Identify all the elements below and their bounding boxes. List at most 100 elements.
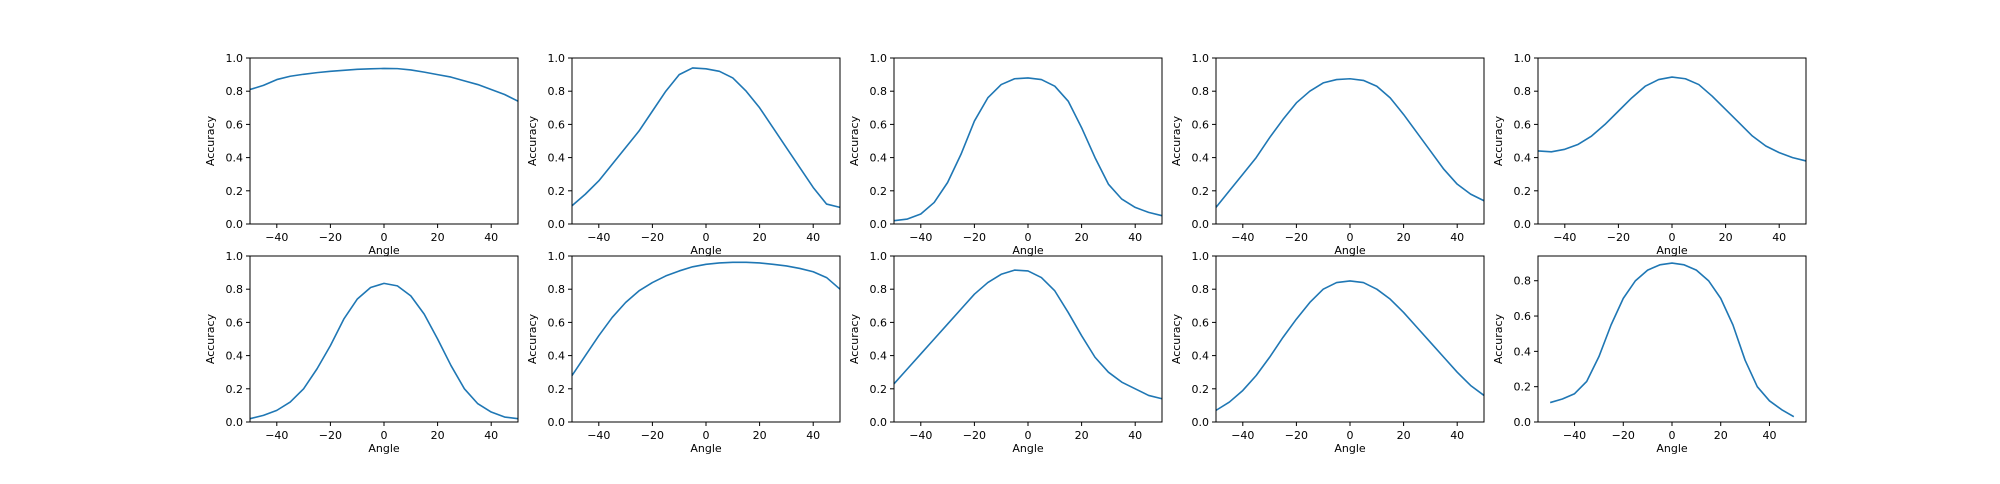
- y-tick-label: 0.0: [1192, 218, 1210, 231]
- y-tick-label: 1.0: [870, 52, 888, 65]
- series-line: [1549, 262, 1795, 418]
- y-tick-label: 0.2: [1192, 383, 1210, 396]
- series-line: [571, 67, 841, 209]
- y-tick-label: 0.8: [226, 85, 244, 98]
- x-tick-label: 20: [1397, 429, 1411, 442]
- x-tick-label: −40: [909, 429, 932, 442]
- x-tick-label: −40: [265, 429, 288, 442]
- subplot-2: −40 −20 0 20 40 0.0 0.2 0.4 0.6 0.8 1.0 Angle Accura…: [526, 52, 841, 257]
- y-tick-label: 0.2: [1514, 381, 1532, 394]
- x-tick-label: 20: [431, 231, 445, 244]
- x-axis-label: Angle: [1012, 442, 1044, 455]
- x-axis-label: Angle: [1656, 244, 1688, 257]
- subplot-6: −40 −20 0 20 40 0.0 0.2 0.4 0.6 0.8 1.0 Angle Accura…: [204, 250, 519, 455]
- y-tick-label: 0.8: [1192, 85, 1210, 98]
- x-tick-label: −40: [1231, 429, 1254, 442]
- y-tick-label: 0.4: [548, 350, 566, 363]
- x-tick-label: −40: [265, 231, 288, 244]
- x-tick-label: 20: [753, 231, 767, 244]
- y-tick-label: 0.0: [870, 416, 888, 429]
- x-tick-label: 0: [1669, 231, 1676, 244]
- y-tick-label: 0.2: [226, 383, 244, 396]
- x-tick-label: 40: [1128, 231, 1142, 244]
- y-tick-label: 0.2: [1192, 185, 1210, 198]
- x-tick-label: 20: [1075, 429, 1089, 442]
- y-tick-label: 0.8: [1514, 275, 1532, 288]
- y-tick-label: 0.4: [1192, 152, 1210, 165]
- y-tick-label: 0.6: [1514, 118, 1532, 131]
- y-axis-label: Accuracy: [1170, 313, 1183, 364]
- subplot-8: −40 −20 0 20 40 0.0 0.2 0.4 0.6 0.8 1.0 Angle Accura…: [848, 250, 1163, 455]
- x-tick-label: −40: [587, 429, 610, 442]
- x-tick-label: 0: [1347, 231, 1354, 244]
- y-tick-label: 0.6: [870, 118, 888, 131]
- series-line: [893, 77, 1163, 222]
- subplot-7: −40 −20 0 20 40 0.0 0.2 0.4 0.6 0.8 1.0 Angle Accura…: [526, 250, 841, 455]
- y-tick-label: 0.2: [548, 383, 566, 396]
- y-axis-label: Accuracy: [848, 313, 861, 364]
- y-tick-label: 1.0: [870, 250, 888, 263]
- y-tick-label: 0.8: [870, 283, 888, 296]
- x-axis-label: Angle: [1334, 244, 1366, 257]
- x-tick-label: 20: [431, 429, 445, 442]
- x-tick-label: 0: [381, 231, 388, 244]
- y-tick-label: 0.0: [226, 416, 244, 429]
- x-tick-label: −20: [963, 231, 986, 244]
- x-axis-label: Angle: [1656, 442, 1688, 455]
- axes-frame: [1537, 255, 1807, 423]
- axes-frame: [1215, 255, 1485, 423]
- y-tick-label: 0.4: [870, 152, 888, 165]
- y-tick-label: 0.4: [226, 152, 244, 165]
- subplot-3: −40 −20 0 20 40 0.0 0.2 0.4 0.6 0.8 1.0 Angle Accura…: [848, 52, 1163, 257]
- y-tick-label: 0.6: [1192, 118, 1210, 131]
- axes-frame: [893, 255, 1163, 423]
- axes-frame: [249, 57, 519, 225]
- axes-frame: [1215, 57, 1485, 225]
- y-axis-label: Accuracy: [1492, 115, 1505, 166]
- axes-frame: [893, 57, 1163, 225]
- y-tick-label: 0.4: [870, 350, 888, 363]
- x-tick-label: −40: [1231, 231, 1254, 244]
- series-line: [249, 282, 519, 420]
- y-axis-label: Accuracy: [204, 115, 217, 166]
- y-tick-label: 1.0: [1192, 250, 1210, 263]
- x-tick-label: 20: [1719, 231, 1733, 244]
- x-tick-label: 40: [1450, 429, 1464, 442]
- x-tick-label: 0: [1025, 231, 1032, 244]
- x-tick-label: −40: [909, 231, 932, 244]
- x-tick-label: 40: [1450, 231, 1464, 244]
- x-tick-label: 0: [381, 429, 388, 442]
- y-tick-label: 0.8: [1192, 283, 1210, 296]
- y-tick-label: 0.6: [1514, 310, 1532, 323]
- y-tick-label: 0.4: [548, 152, 566, 165]
- y-tick-label: 1.0: [548, 250, 566, 263]
- x-axis-label: Angle: [1012, 244, 1044, 257]
- axes-frame: [249, 255, 519, 423]
- x-tick-label: −40: [587, 231, 610, 244]
- x-axis-label: Angle: [1334, 442, 1366, 455]
- x-tick-label: −20: [319, 429, 342, 442]
- y-tick-label: 0.6: [1192, 316, 1210, 329]
- series-line: [1215, 77, 1485, 208]
- y-tick-label: 0.0: [1514, 416, 1532, 429]
- y-tick-label: 0.4: [1192, 350, 1210, 363]
- subplot-5: −40 −20 0 20 40 0.0 0.2 0.4 0.6 0.8 1.0 Angle Accura…: [1492, 52, 1807, 257]
- x-tick-label: −20: [1285, 231, 1308, 244]
- y-tick-label: 0.8: [1514, 85, 1532, 98]
- x-tick-label: 0: [1025, 429, 1032, 442]
- x-tick-label: 0: [703, 429, 710, 442]
- y-tick-label: 0.0: [870, 218, 888, 231]
- x-tick-label: −20: [1607, 231, 1630, 244]
- x-axis-label: Angle: [368, 244, 400, 257]
- subplot-1: −40 −20 0 20 40 0.0 0.2 0.4 0.6 0.8 1.0 Angle Accura…: [204, 52, 519, 257]
- subplot-10: −40 −20 0 20 40 0.0 0.2 0.4 0.6 0.8 Angle Accuracy: [1492, 255, 1807, 455]
- axes-frame: [571, 255, 841, 423]
- y-tick-label: 0.0: [548, 218, 566, 231]
- subplot-4: −40 −20 0 20 40 0.0 0.2 0.4 0.6 0.8 1.0 Angle Accura…: [1170, 52, 1485, 257]
- series-line: [893, 269, 1163, 400]
- series-line: [571, 261, 841, 376]
- x-tick-label: 40: [1128, 429, 1142, 442]
- x-axis-label: Angle: [690, 442, 722, 455]
